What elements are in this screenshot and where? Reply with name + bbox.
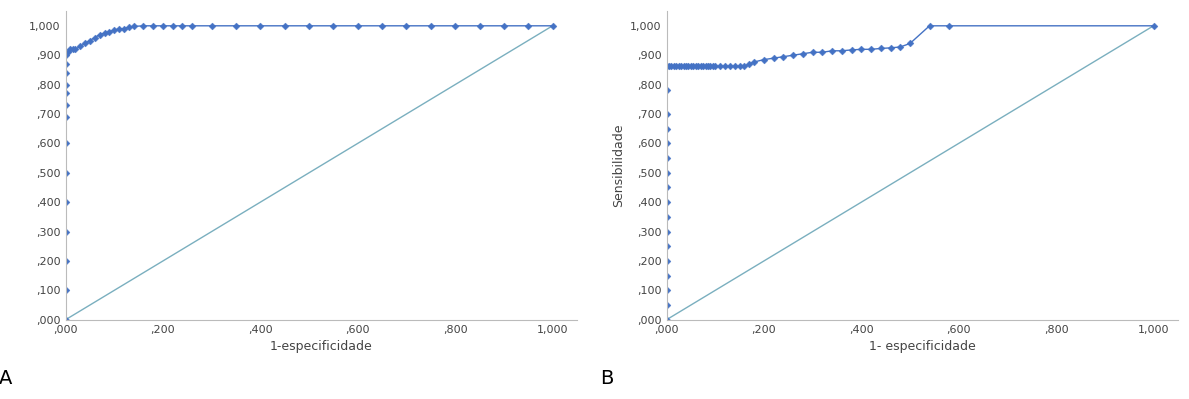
Text: B: B (600, 369, 614, 388)
Text: A: A (0, 369, 12, 388)
X-axis label: 1- especificidade: 1- especificidade (869, 340, 976, 353)
X-axis label: 1-especificidade: 1-especificidade (270, 340, 372, 353)
Y-axis label: Sensibilidade: Sensibilidade (611, 124, 624, 207)
